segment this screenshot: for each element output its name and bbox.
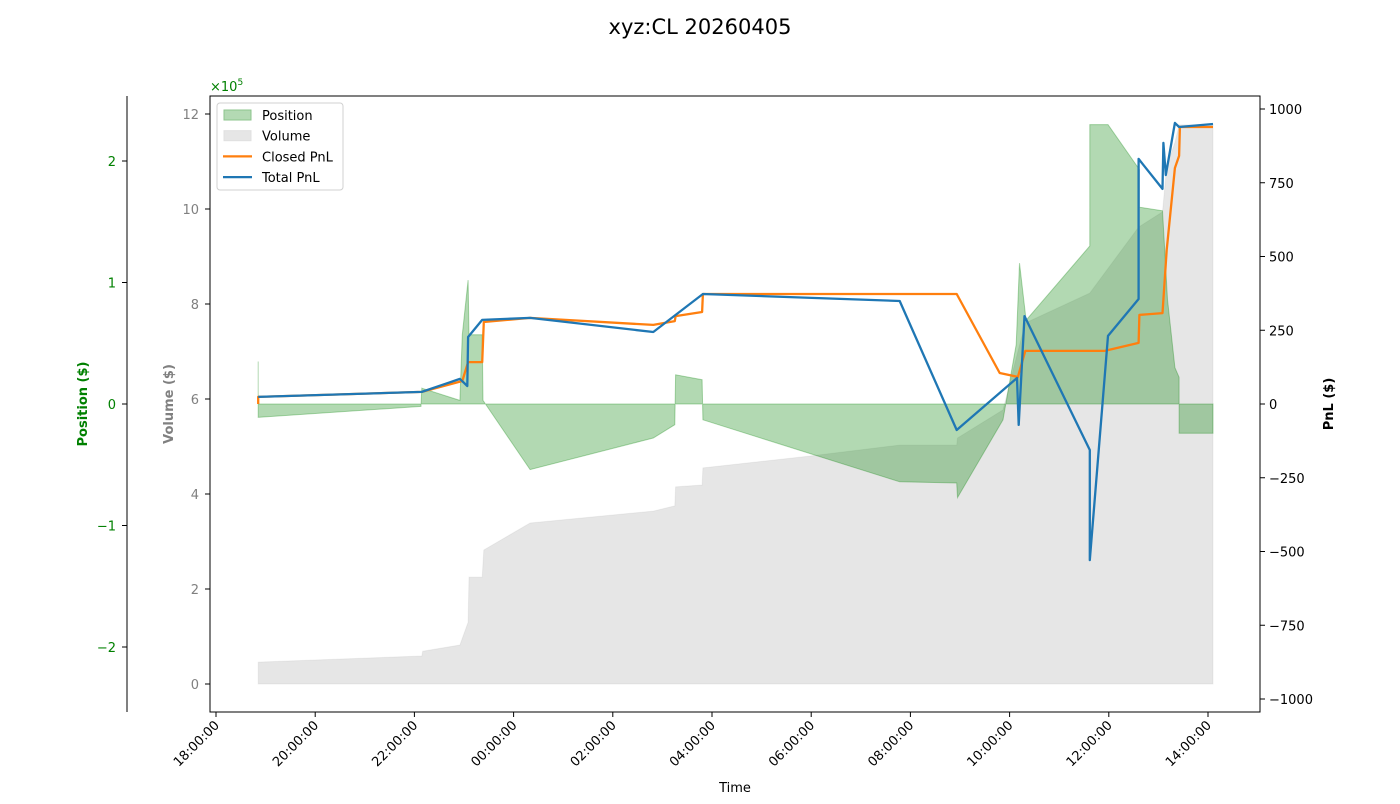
time-tick-label: 22:00:00 (369, 718, 421, 770)
time-tick-label: 00:00:00 (469, 718, 521, 770)
position-tick-label: −1 (97, 520, 116, 535)
time-tick-label: 20:00:00 (270, 718, 322, 770)
pnl-tick-label: 0 (1269, 398, 1277, 413)
pnl-tick-label: 500 (1269, 251, 1294, 266)
chart-title: xyz:CL 20260405 (609, 15, 792, 39)
volume-axis-label: Volume ($) (162, 364, 177, 444)
time-tick-label: 12:00:00 (1064, 718, 1116, 770)
position-tick-label: 1 (108, 277, 116, 292)
position-axis-label: Position ($) (76, 362, 91, 447)
time-tick-label: 02:00:00 (568, 718, 620, 770)
time-tick-label: 08:00:00 (865, 718, 917, 770)
volume-tick-label: 12 (182, 108, 199, 123)
volume-tick-label: 6 (191, 393, 199, 408)
legend-box (216, 102, 344, 191)
pnl-tick-label: −500 (1269, 546, 1305, 561)
pnl-tick-label: −750 (1269, 619, 1305, 634)
legend: Position Volume Closed PnL Total PnL (216, 102, 344, 191)
legend-label-volume: Volume (262, 130, 310, 145)
volume-tick-label: 8 (191, 298, 199, 313)
x-axis-label: Time (718, 781, 751, 796)
volume-tick-label: 10 (182, 203, 199, 218)
volume-offset-text: ×105 (210, 78, 243, 95)
time-tick-label: 18:00:00 (171, 718, 223, 770)
pnl-tick-label: 250 (1269, 324, 1294, 339)
pnl-axis-label: PnL ($) (1322, 378, 1337, 431)
legend-label-closed-pnl: Closed PnL (262, 150, 334, 165)
volume-tick-label: 2 (191, 583, 199, 598)
pnl-tick-label: 1000 (1269, 103, 1302, 118)
legend-label-position: Position (262, 109, 313, 124)
plot-area (257, 121, 1214, 685)
time-tick-label: 14:00:00 (1163, 718, 1215, 770)
position-tick-label: 2 (108, 155, 116, 170)
volume-tick-label: 0 (191, 678, 199, 693)
pnl-tick-label: −1000 (1269, 693, 1313, 708)
legend-label-total-pnl: Total PnL (261, 171, 320, 186)
position-tick-label: 0 (108, 398, 116, 413)
closed-pnl-line (257, 125, 1213, 404)
volume-tick-label: 4 (191, 488, 199, 503)
position-tick-label: −2 (97, 641, 116, 656)
position-area (257, 124, 1214, 500)
legend-swatch-position (223, 109, 252, 121)
time-tick-label: 04:00:00 (667, 718, 719, 770)
pnl-tick-label: 750 (1269, 177, 1294, 192)
time-tick-label: 10:00:00 (965, 718, 1017, 770)
time-tick-label: 06:00:00 (766, 718, 818, 770)
legend-swatch-volume (223, 130, 252, 142)
pnl-tick-label: −250 (1269, 472, 1305, 487)
total-pnl-line (258, 121, 1214, 562)
